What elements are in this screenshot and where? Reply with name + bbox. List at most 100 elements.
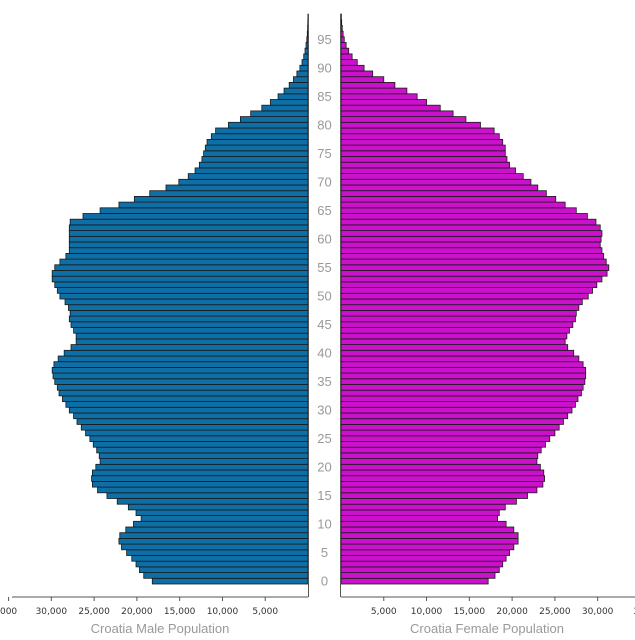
- male-bar: [76, 418, 309, 425]
- female-bar: [340, 190, 547, 197]
- male-bar: [296, 70, 309, 78]
- female-bar: [340, 309, 577, 317]
- male-bar: [149, 190, 309, 197]
- female-bar: [340, 224, 601, 231]
- female-bar: [340, 401, 576, 408]
- female-bar: [340, 150, 506, 157]
- age-tick-label: 30: [317, 403, 331, 418]
- female-bar: [340, 338, 566, 345]
- male-bar: [82, 213, 309, 220]
- male-bar: [92, 441, 309, 448]
- female-bar: [340, 116, 467, 123]
- female-ticks-group: 5,000 10,000 15,000 20,000 25,000 30,000 35,: [371, 597, 635, 617]
- male-bar: [51, 275, 309, 283]
- male-bar: [80, 423, 309, 431]
- female-bar: [340, 412, 569, 420]
- female-bar: [340, 110, 454, 118]
- female-bar: [340, 53, 353, 61]
- female-bar: [340, 406, 573, 414]
- male-bar: [139, 566, 309, 574]
- age-tick-label: 60: [317, 232, 331, 247]
- age-tick-label: 50: [317, 289, 331, 304]
- male-bar: [95, 463, 309, 471]
- male-bar: [69, 309, 309, 317]
- female-bar: [340, 36, 345, 43]
- male-bar: [51, 270, 309, 277]
- female-bar: [340, 161, 510, 169]
- female-bar: [340, 184, 539, 192]
- female-bar: [340, 241, 601, 249]
- male-bar: [68, 406, 309, 414]
- female-bar: [340, 560, 504, 568]
- female-bar: [340, 127, 495, 135]
- female-bar: [340, 292, 589, 300]
- female-bar: [340, 378, 586, 385]
- female-bar: [340, 24, 343, 32]
- male-tick-label: 25,000: [78, 607, 110, 617]
- female-bar: [340, 366, 587, 374]
- age-tick-label: 10: [317, 517, 331, 532]
- male-bar: [68, 247, 309, 254]
- male-bar: [65, 401, 309, 408]
- female-bar: [340, 104, 441, 112]
- male-bar: [240, 116, 309, 123]
- male-tick-label: 30,000: [36, 607, 68, 617]
- female-bar: [340, 492, 528, 499]
- female-bar: [340, 361, 584, 368]
- female-tick-label: 15,000: [454, 607, 486, 617]
- female-bar: [340, 64, 365, 72]
- male-bar: [54, 378, 309, 385]
- female-bar: [340, 281, 598, 288]
- age-labels-group: 0 5 10 15 20 25 30 35 40 45 50 55 60 65 70 75 80 85 90 95: [317, 32, 331, 589]
- female-bar: [340, 82, 396, 89]
- male-bar: [52, 372, 309, 380]
- male-bar: [151, 577, 309, 585]
- age-tick-label: 70: [317, 175, 331, 190]
- female-bar: [340, 463, 541, 471]
- female-bar: [340, 435, 551, 442]
- male-tick-label: 15,000: [164, 607, 196, 617]
- female-bar: [340, 264, 610, 271]
- male-bar: [250, 110, 309, 118]
- female-bar: [340, 133, 500, 140]
- male-bar: [127, 503, 309, 511]
- male-bar: [68, 230, 309, 237]
- male-bars-group: [51, 13, 309, 585]
- female-bar: [340, 315, 576, 323]
- male-bar: [64, 298, 309, 306]
- female-bar: [340, 247, 603, 254]
- male-bar: [306, 30, 309, 38]
- male-bar: [165, 184, 309, 192]
- age-tick-label: 5: [321, 545, 328, 560]
- female-bar: [340, 384, 584, 391]
- female-bar: [340, 498, 517, 505]
- male-axis-title: Croatia Male Population: [91, 621, 230, 636]
- male-bar: [198, 161, 309, 169]
- female-bar: [340, 515, 498, 522]
- age-tick-label: 25: [317, 431, 331, 446]
- female-bar: [340, 235, 602, 243]
- female-bar: [340, 167, 516, 174]
- male-bar: [133, 195, 309, 203]
- age-tick-label: 95: [317, 32, 331, 47]
- male-bar: [293, 76, 309, 83]
- male-bar: [119, 532, 309, 539]
- female-bar: [340, 76, 385, 83]
- female-bar: [340, 372, 587, 380]
- age-tick-label: 15: [317, 488, 331, 503]
- male-bar: [73, 327, 309, 334]
- female-bar: [340, 70, 374, 78]
- female-tick-label: 30,000: [582, 607, 614, 617]
- male-bar: [89, 435, 309, 442]
- male-bar: [68, 315, 309, 323]
- female-bar: [340, 201, 566, 209]
- male-bar: [116, 498, 309, 505]
- male-bar: [187, 173, 309, 180]
- female-tick-label: 20,000: [496, 607, 528, 617]
- male-bar: [306, 36, 309, 43]
- male-bar: [68, 235, 309, 243]
- female-bar: [340, 93, 418, 100]
- female-bar: [340, 486, 538, 494]
- male-bar: [301, 59, 309, 66]
